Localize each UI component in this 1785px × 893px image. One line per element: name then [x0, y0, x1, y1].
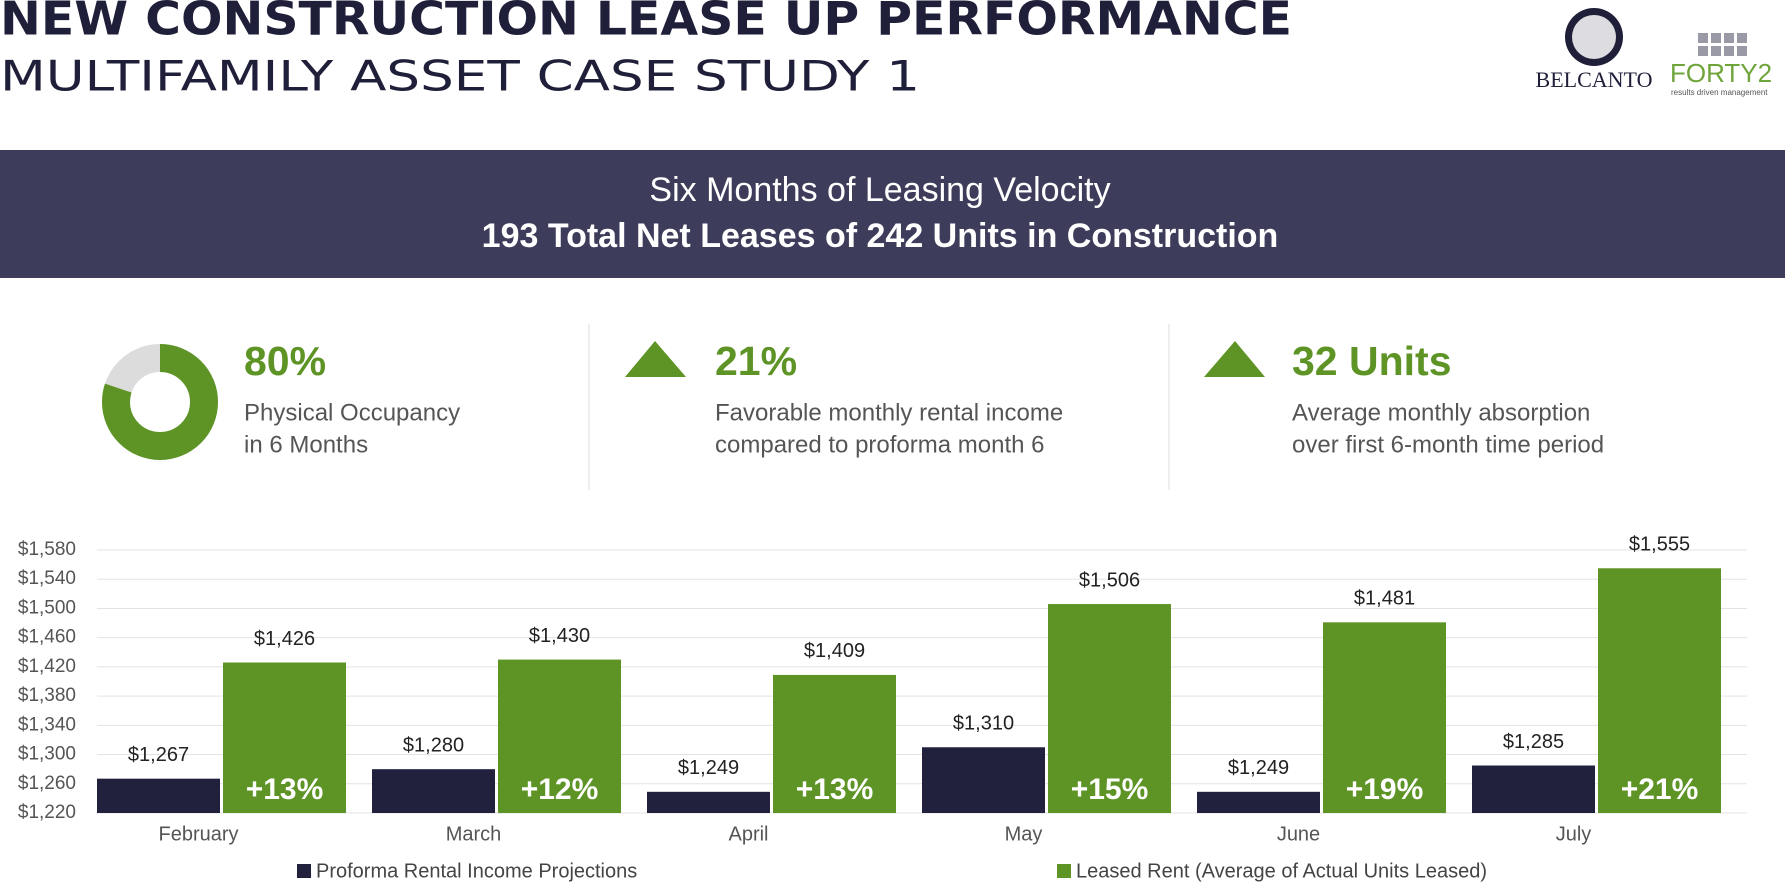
bar-annotation: +19%	[1346, 773, 1424, 806]
value-label: $1,249	[678, 757, 739, 779]
donut-segment	[102, 344, 218, 460]
banner-line: Six Months of Leasing Velocity	[649, 171, 1110, 209]
logo-grid	[1698, 33, 1747, 56]
value-label: $1,555	[1629, 534, 1690, 556]
bar	[922, 747, 1045, 813]
banner	[0, 150, 1785, 278]
y-tick-label: $1,260	[18, 773, 76, 794]
bar	[1197, 791, 1320, 813]
value-label: $1,481	[1354, 588, 1415, 610]
value-label: $1,249	[1228, 757, 1289, 779]
bar	[1598, 568, 1721, 813]
logo-tagline: results driven management	[1671, 88, 1768, 97]
value-label: $1,267	[128, 744, 189, 766]
logo-text: BELCANTO	[1536, 67, 1653, 92]
bar	[773, 674, 896, 813]
bar	[1472, 765, 1595, 813]
bar	[1048, 604, 1171, 813]
y-tick-label: $1,500	[18, 597, 76, 618]
legend-swatch	[1057, 864, 1071, 878]
bar	[647, 791, 770, 813]
y-tick-label: $1,580	[18, 539, 76, 560]
logo-text: FORTY2	[1670, 58, 1772, 88]
title: NEW CONSTRUCTION LEASE UP PERFORMANCE	[0, 0, 1292, 46]
banner-line: 193 Total Net Leases of 242 Units in Con…	[482, 217, 1279, 255]
x-tick-label: April	[728, 823, 768, 845]
bar	[1323, 622, 1446, 813]
y-tick-label: $1,420	[18, 656, 76, 677]
stat-text: Favorable monthly rental income	[715, 399, 1063, 426]
bar-annotation: +13%	[796, 773, 874, 806]
up-arrow	[625, 341, 686, 377]
y-tick-label: $1,380	[18, 685, 76, 706]
x-tick-label: February	[158, 823, 238, 845]
bar-annotation: +21%	[1621, 773, 1699, 806]
bar	[223, 662, 346, 813]
stat-text: compared to proforma month 6	[715, 431, 1045, 458]
value-label: $1,310	[953, 713, 1014, 735]
x-tick-label: July	[1556, 823, 1592, 845]
value-label: $1,426	[254, 628, 315, 650]
stat-value: 32 Units	[1292, 338, 1452, 384]
legend-label: Proforma Rental Income Projections	[316, 860, 637, 882]
y-tick-label: $1,220	[18, 802, 76, 823]
value-label: $1,430	[529, 625, 590, 647]
stat-text: Physical Occupancy	[244, 399, 460, 426]
bar-annotation: +15%	[1071, 773, 1149, 806]
bar	[372, 769, 495, 813]
y-tick-label: $1,540	[18, 568, 76, 589]
subtitle: MULTIFAMILY ASSET CASE STUDY 1	[0, 52, 920, 101]
stat-value: 21%	[715, 338, 797, 384]
stat-text: in 6 Months	[244, 431, 368, 458]
value-label: $1,409	[804, 640, 865, 662]
bar	[97, 778, 220, 813]
legend-label: Leased Rent (Average of Actual Units Lea…	[1076, 860, 1487, 882]
y-tick-label: $1,460	[18, 627, 76, 648]
legend-swatch	[297, 864, 311, 878]
stat-text: over first 6-month time period	[1292, 431, 1604, 458]
value-label: $1,506	[1079, 569, 1140, 591]
up-arrow	[1204, 341, 1265, 377]
stat-text: Average monthly absorption	[1292, 399, 1590, 426]
y-tick-label: $1,340	[18, 714, 76, 735]
value-label: $1,285	[1503, 731, 1564, 753]
y-tick-label: $1,300	[18, 744, 76, 765]
x-tick-label: March	[446, 823, 502, 845]
logo-emblem-inner	[1572, 15, 1616, 59]
x-tick-label: June	[1277, 823, 1320, 845]
x-tick-label: May	[1005, 823, 1043, 845]
bar-annotation: +13%	[246, 773, 324, 806]
stat-value: 80%	[244, 338, 326, 384]
bar-annotation: +12%	[521, 773, 599, 806]
value-label: $1,280	[403, 734, 464, 756]
bar	[498, 659, 621, 813]
